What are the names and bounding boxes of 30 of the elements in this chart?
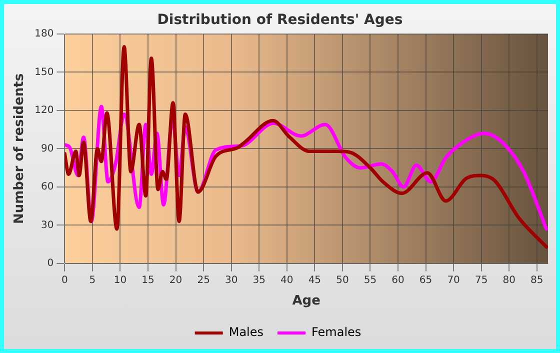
y-tick-label: 180 <box>34 28 54 40</box>
x-tick-label: 55 <box>364 274 377 286</box>
y-tick-label: 90 <box>40 143 54 154</box>
y-tick-label: 150 <box>34 66 54 78</box>
x-tick-label: 35 <box>252 274 266 286</box>
x-tick-label: 60 <box>392 274 404 286</box>
y-tick-label: 120 <box>34 105 54 116</box>
legend-label: Males <box>228 325 264 340</box>
x-tick-label: 5 <box>89 274 96 286</box>
x-tick-label: 75 <box>474 274 488 286</box>
x-tick-label: 20 <box>169 274 182 286</box>
y-tick-label: 30 <box>40 220 54 231</box>
x-tick-label: 30 <box>224 274 238 286</box>
x-tick-label: 45 <box>308 274 322 286</box>
x-tick-label: 15 <box>142 274 154 286</box>
x-tick-label: 85 <box>530 274 544 286</box>
x-tick-label: 40 <box>280 274 294 286</box>
y-tick-label: 0 <box>47 258 54 269</box>
x-tick-label: 0 <box>62 274 68 286</box>
y-axis-title: Number of residents <box>12 73 28 224</box>
x-axis-title: Age <box>292 294 321 309</box>
chart-title: Distribution of Residents' Ages <box>156 12 404 28</box>
x-tick-label: 25 <box>197 274 210 286</box>
legend-label: Females <box>312 325 362 340</box>
x-tick-label: 50 <box>336 274 349 286</box>
x-tick-label: 80 <box>502 274 516 286</box>
x-tick-label: 65 <box>419 274 432 286</box>
x-tick-label: 10 <box>114 274 127 286</box>
x-tick-label: 70 <box>447 274 460 286</box>
y-tick-label: 60 <box>40 182 54 193</box>
